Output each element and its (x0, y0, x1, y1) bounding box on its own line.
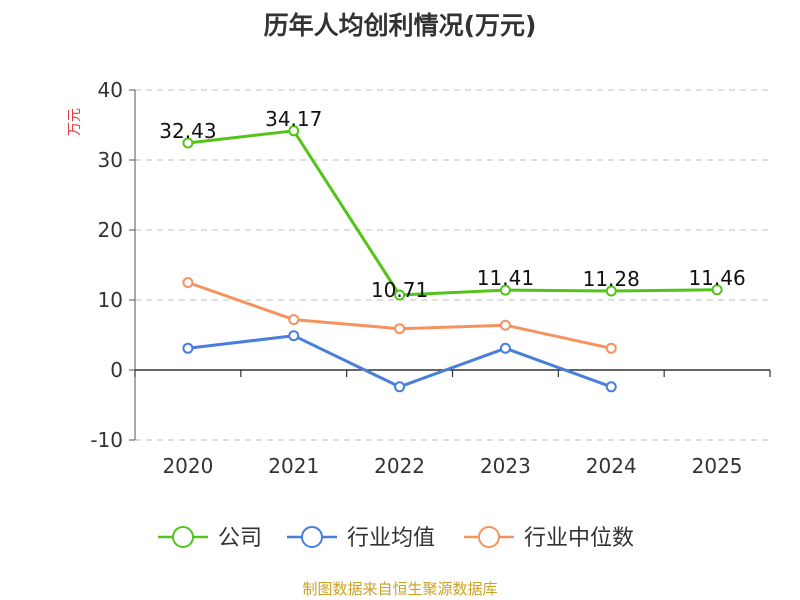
data-label-0: 32.43 (159, 119, 216, 143)
point-s1-4 (605, 381, 617, 393)
point-s2-3 (499, 319, 511, 331)
y-tick-label-0: -10 (90, 428, 123, 452)
data-label-2: 10.71 (371, 278, 428, 302)
point-s2-1 (288, 314, 300, 326)
data-label-5: 11.46 (688, 266, 745, 290)
x-tick-label-5: 2025 (692, 454, 743, 478)
legend-item-0: 公司 (158, 526, 262, 551)
point-s0-0 (182, 137, 194, 149)
source-note: 制图数据来自恒生聚源数据库 (302, 580, 497, 598)
legend-marker-1 (301, 526, 323, 548)
data-label-4: 11.28 (583, 267, 640, 291)
y-tick-label-5: 40 (98, 78, 123, 102)
point-s0-2 (394, 289, 406, 301)
y-axis-label: 万元 (67, 108, 83, 136)
x-tick-label-2: 2022 (374, 454, 425, 478)
series-line-0 (187, 129, 718, 297)
legend-label-1: 行业均值 (347, 526, 435, 551)
y-tick-label-1: 0 (110, 358, 123, 382)
point-s2-0 (182, 277, 194, 288)
data-points (182, 125, 723, 393)
series-lines (187, 129, 718, 389)
x-tick-label-1: 2021 (268, 454, 319, 478)
legend-marker-0 (172, 526, 194, 548)
data-label-1: 34.17 (265, 107, 322, 131)
chart-title: 历年人均创利情况(万元) (264, 11, 537, 40)
point-s0-4 (605, 285, 617, 297)
y-tick-label-3: 20 (98, 218, 123, 242)
y-tick-label-2: 10 (98, 288, 123, 312)
point-s0-5 (711, 284, 723, 296)
legend-label-2: 行业中位数 (524, 526, 634, 551)
legend-item-2: 行业中位数 (464, 526, 634, 551)
x-tick-label-3: 2023 (480, 454, 531, 478)
x-tick-label-0: 2020 (162, 454, 213, 478)
legend: 公司 行业均值 行业中位数 (158, 526, 634, 551)
legend-marker-2 (478, 526, 500, 548)
point-s0-1 (288, 125, 300, 137)
x-tick-label-4: 2024 (586, 454, 637, 478)
data-label-3: 11.41 (477, 266, 534, 290)
series-line-1 (187, 334, 612, 389)
point-s1-0 (182, 342, 194, 354)
point-s2-4 (605, 342, 617, 354)
legend-item-1: 行业均值 (287, 526, 435, 551)
axes: -10 0 10 20 30 40 2020 2021 2022 2023 2024 2025 (90, 78, 771, 478)
point-s2-2 (394, 323, 406, 335)
point-s0-3 (499, 284, 511, 296)
point-s1-3 (499, 342, 511, 354)
data-labels: 32.43 34.17 10.71 11.41 11.28 11.46 (159, 107, 745, 302)
gridlines (135, 89, 770, 441)
point-s1-1 (288, 330, 300, 342)
legend-label-0: 公司 (218, 526, 262, 551)
point-s1-2 (394, 381, 406, 393)
y-tick-label-4: 30 (98, 148, 123, 172)
